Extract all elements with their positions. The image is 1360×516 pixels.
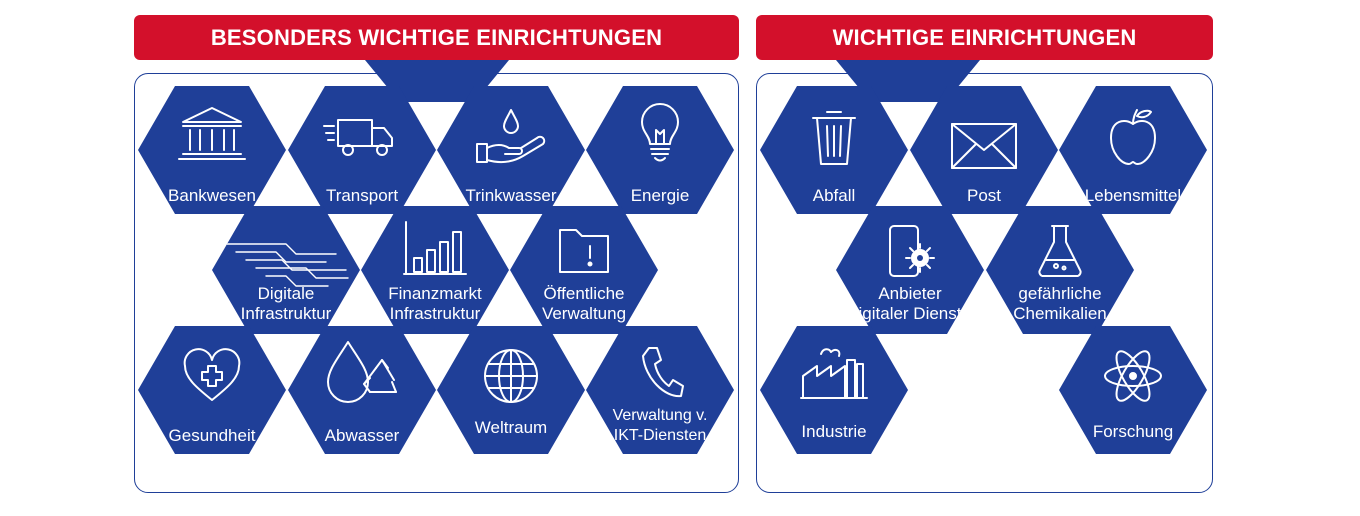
atom-icon	[1104, 350, 1162, 402]
hex-label: Weltraum	[474, 418, 548, 437]
hex-energie: Energie	[586, 86, 734, 214]
hex-digitale-infrastruktur: Digitale Infrastruktur	[212, 206, 360, 334]
hand-water-drop-icon	[476, 109, 546, 164]
apple-icon	[1110, 109, 1156, 165]
hex-label: Finanzmarkt Infrastruktur	[388, 284, 482, 323]
hex-label: Trinkwasser	[465, 186, 557, 205]
hex-label: Forschung	[1092, 422, 1174, 441]
folder-alert-icon	[559, 229, 609, 273]
hex-label: Abwasser	[324, 426, 400, 445]
envelope-icon	[951, 123, 1017, 169]
right-section-title: WICHTIGE EINRICHTUNGEN	[832, 24, 1137, 50]
hex-label: gefährliche Chemikalien	[1013, 284, 1107, 323]
hex-label: Verwaltung v. IKT-Diensten	[612, 407, 708, 444]
drop-recycle-icon	[327, 341, 397, 403]
hex-label: Digitale Infrastruktur	[240, 284, 332, 323]
left-section-banner: BESONDERS WICHTIGE EINRICHTUNGEN	[134, 15, 739, 60]
bank-icon	[178, 107, 246, 160]
hex-abfall: Abfall	[760, 86, 908, 214]
hex-label: Industrie	[801, 422, 867, 441]
hex-label: Anbieter digitaler Dienste	[849, 284, 971, 323]
heart-cross-icon	[183, 348, 241, 401]
hex-label: Bankwesen	[168, 186, 256, 205]
hex-label: Abfall	[812, 186, 856, 205]
phone-gear-icon	[889, 225, 935, 277]
hex-industrie: Industrie	[760, 326, 908, 454]
right-section-banner: WICHTIGE EINRICHTUNGEN	[756, 15, 1213, 60]
left-section-title: BESONDERS WICHTIGE EINRICHTUNGEN	[210, 24, 663, 50]
hex-label: Post	[966, 186, 1002, 205]
truck-icon	[323, 119, 393, 156]
factory-icon	[800, 348, 868, 399]
phone-icon	[642, 347, 684, 398]
hex-label: Gesundheit	[168, 426, 256, 445]
circuit-lines-icon	[223, 243, 349, 287]
hex-anbieter-digitaler-dienste: Anbieter digitaler Dienste	[836, 206, 984, 334]
light-bulb-icon	[641, 103, 679, 162]
hex-label: Öffentliche Verwaltung	[541, 284, 627, 323]
hex-label: Energie	[630, 186, 690, 205]
hex-label: Transport	[325, 186, 399, 205]
hex-label: Lebensmittel	[1084, 186, 1182, 205]
flask-icon	[1038, 225, 1082, 278]
trash-can-icon	[812, 111, 856, 165]
hex-verwaltung-ikt: Verwaltung v. IKT-Diensten	[586, 326, 734, 454]
hex-oeffentliche-verwaltung: Öffentliche Verwaltung	[510, 206, 658, 334]
bar-chart-icon	[403, 221, 467, 275]
globe-icon	[484, 349, 538, 403]
